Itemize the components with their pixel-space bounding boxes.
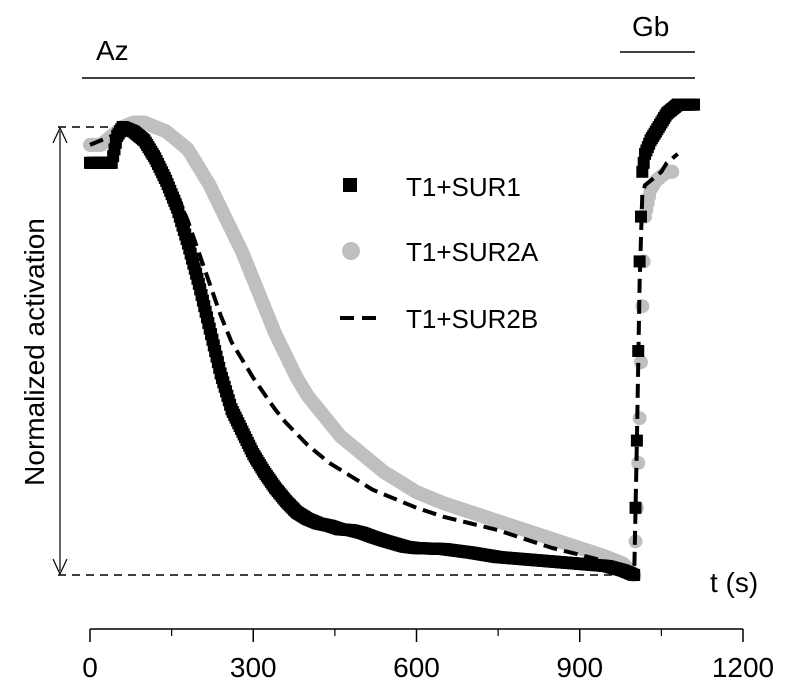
gb-label: Gb (632, 11, 669, 42)
data-point-t1-sur1 (629, 501, 642, 514)
x-ticks: 0 300 600 900 1200 (82, 629, 774, 683)
legend: T1+SUR1 T1+SUR2A T1+SUR2B (340, 172, 539, 334)
series-t1-sur1 (84, 98, 701, 581)
legend-label-t1-sur1: T1+SUR1 (406, 172, 521, 202)
x-tick-label: 1200 (712, 652, 774, 683)
y-axis-label: Normalized activation (19, 218, 50, 486)
data-point-t1-sur1 (688, 98, 701, 111)
series-line-t1-sur2b (89, 124, 679, 579)
x-tick-label: 300 (230, 652, 277, 683)
x-tick-label: 900 (556, 652, 603, 683)
legend-marker-t1-sur1 (343, 178, 357, 192)
y-arrow-head-bottom (52, 558, 68, 576)
legend-label-t1-sur2b: T1+SUR2B (406, 304, 538, 334)
data-point-t1-sur1 (630, 434, 643, 447)
series-t1-sur2b (89, 124, 679, 579)
y-arrow-head-top (52, 126, 68, 144)
az-label: Az (96, 35, 129, 66)
legend-marker-t1-sur2a (342, 242, 360, 260)
x-tick-label: 600 (393, 652, 440, 683)
data-point-t1-sur2a (665, 164, 680, 179)
data-point-t1-sur2a (632, 411, 647, 426)
data-point-t1-sur2a (633, 355, 648, 370)
legend-label-t1-sur2a: T1+SUR2A (406, 237, 539, 267)
x-tick-label: 0 (82, 652, 98, 683)
x-axis-label: t (s) (710, 567, 758, 598)
